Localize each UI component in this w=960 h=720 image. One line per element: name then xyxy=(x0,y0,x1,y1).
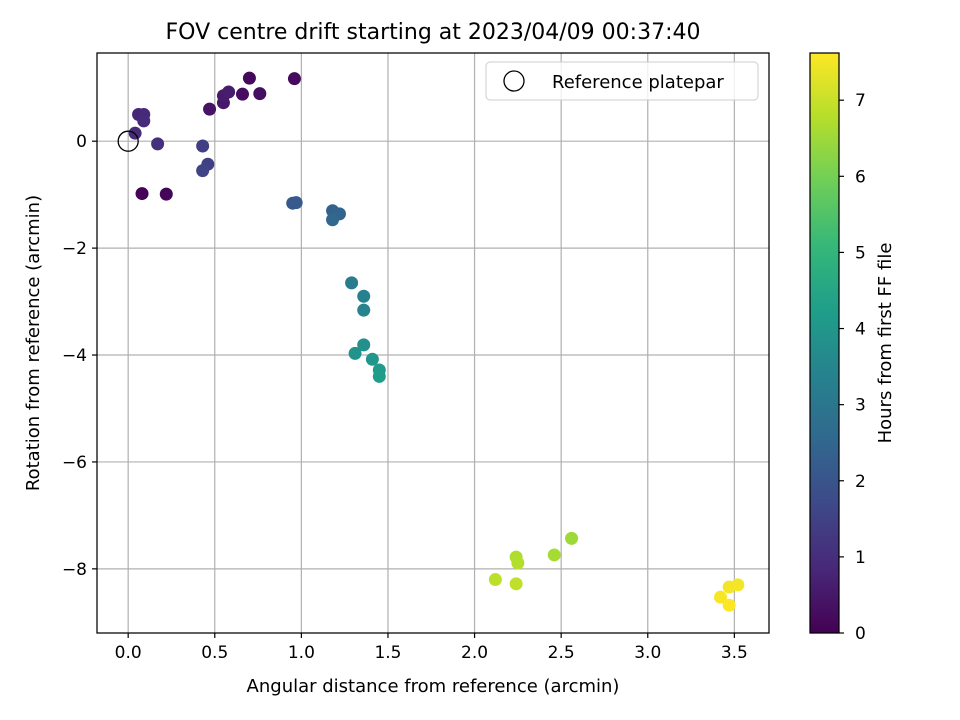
y-tick-label: −4 xyxy=(62,346,87,366)
y-tick-label: −8 xyxy=(62,560,87,580)
x-tick-label: 2.5 xyxy=(548,643,575,663)
data-point xyxy=(159,187,173,201)
data-point xyxy=(722,598,736,612)
colorbar-tick-label: 3 xyxy=(855,396,866,416)
data-point xyxy=(722,580,736,594)
colorbar-tick-label: 6 xyxy=(855,167,866,187)
data-point xyxy=(137,114,151,128)
data-point xyxy=(357,303,371,317)
data-point xyxy=(196,139,210,153)
data-point xyxy=(289,196,303,210)
chart-title: FOV centre drift starting at 2023/04/09 … xyxy=(166,20,701,45)
data-point xyxy=(287,72,301,86)
colorbar-tick-label: 1 xyxy=(855,548,866,568)
y-tick-label: −6 xyxy=(62,453,87,473)
reference-platepar-marker xyxy=(117,130,139,152)
x-tick-label: 1.0 xyxy=(288,643,315,663)
colorbar-tick-label: 2 xyxy=(855,472,866,492)
colorbar-gradient xyxy=(809,52,840,634)
data-point xyxy=(203,102,217,116)
data-point xyxy=(565,531,579,545)
data-point xyxy=(372,369,386,383)
data-point xyxy=(714,590,728,604)
legend: Reference platepar xyxy=(485,61,759,101)
y-tick-label: 0 xyxy=(76,132,87,152)
colorbar-tick-label: 0 xyxy=(855,624,866,644)
x-tick-label: 1.5 xyxy=(374,643,401,663)
data-point xyxy=(547,548,561,562)
data-point xyxy=(348,346,362,360)
data-point xyxy=(235,87,249,101)
legend-reference-marker xyxy=(503,70,525,92)
data-point xyxy=(509,577,523,591)
data-point xyxy=(345,276,359,290)
x-tick-label: 2.0 xyxy=(461,643,488,663)
x-tick-label: 0.5 xyxy=(201,643,228,663)
y-axis: 0 −2 −4 −6 −8 xyxy=(62,132,97,580)
reference-marker xyxy=(117,130,139,152)
y-tick-label: −2 xyxy=(62,239,87,259)
data-point xyxy=(135,187,149,201)
data-point xyxy=(357,338,371,352)
data-point xyxy=(511,556,525,570)
x-tick-label: 0.0 xyxy=(115,643,142,663)
grid xyxy=(97,53,769,633)
x-axis: 0.0 0.5 1.0 1.5 2.0 2.5 3.0 3.5 xyxy=(115,633,748,663)
plot-area xyxy=(96,52,770,634)
x-axis-label: Angular distance from reference (arcmin) xyxy=(247,676,620,697)
data-point xyxy=(222,85,236,99)
data-point xyxy=(196,164,210,178)
colorbar-label: Hours from first FF file xyxy=(875,243,896,444)
legend-entry-reference: Reference platepar xyxy=(552,72,724,93)
data-point xyxy=(326,213,340,227)
data-point xyxy=(488,573,502,587)
y-axis-label: Rotation from reference (arcmin) xyxy=(23,195,44,491)
colorbar: 0 1 2 3 4 5 6 7 Hours from first FF file xyxy=(809,52,896,644)
x-tick-label: 3.0 xyxy=(634,643,661,663)
data-point xyxy=(253,87,267,101)
data-point xyxy=(357,289,371,303)
data-point xyxy=(365,352,379,366)
legend-box xyxy=(485,61,759,101)
colorbar-tick-label: 4 xyxy=(855,320,866,340)
data-point xyxy=(151,137,165,151)
data-point xyxy=(242,71,256,85)
x-tick-label: 3.5 xyxy=(721,643,748,663)
colorbar-ticks: 0 1 2 3 4 5 6 7 xyxy=(839,91,866,644)
colorbar-tick-label: 5 xyxy=(855,243,866,263)
colorbar-tick-label: 7 xyxy=(855,91,866,111)
